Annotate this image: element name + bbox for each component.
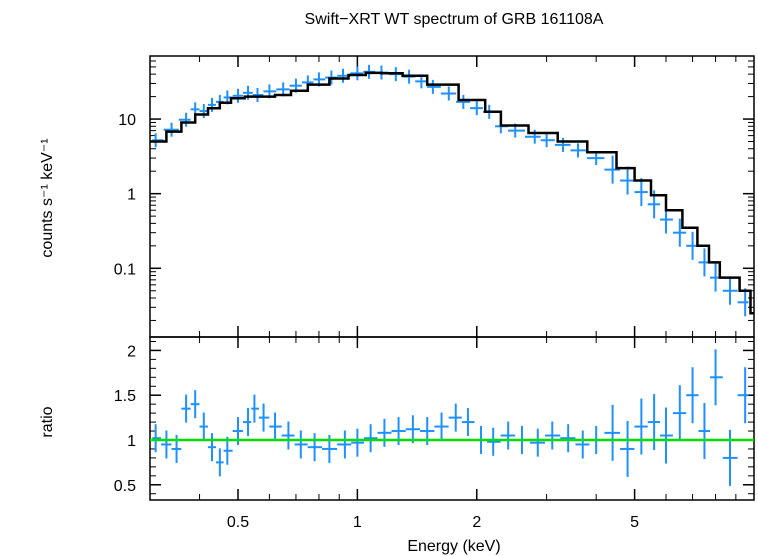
data-point: [281, 421, 295, 450]
data-point: [660, 407, 673, 464]
data-point: [207, 97, 216, 112]
data-point: [620, 420, 635, 477]
data-point: [223, 436, 233, 465]
spectrum-data: [152, 64, 749, 317]
data-point: [161, 430, 172, 459]
data-point: [737, 288, 749, 317]
data-point: [529, 428, 546, 457]
y-tick-label: 10: [118, 112, 136, 129]
x-axis-label: Energy (keV): [407, 538, 500, 555]
ratio-axis-ticks: [149, 337, 755, 500]
model-line: [150, 71, 754, 315]
data-point: [243, 408, 252, 437]
data-point: [199, 412, 208, 441]
data-point: [604, 404, 621, 461]
y-tick-label: 0.5: [114, 478, 136, 495]
data-point: [269, 412, 282, 441]
x-tick-label: 1: [353, 514, 362, 531]
ratio-panel: 0.5 1 1.5 2: [114, 336, 755, 501]
data-point: [698, 403, 711, 460]
data-point: [487, 427, 501, 456]
ratio-y-tick-labels: 0.5 1 1.5 2: [114, 343, 136, 494]
data-point: [686, 367, 699, 424]
data-point: [307, 433, 322, 462]
y-axis-label-spectrum: counts s⁻¹ keV⁻¹: [39, 138, 56, 257]
data-point: [427, 79, 441, 94]
data-point: [152, 424, 162, 453]
data-point: [448, 403, 462, 432]
x-tick-label: 2: [472, 514, 481, 531]
data-point: [181, 394, 191, 423]
data-point: [251, 394, 259, 423]
model-step-path: [150, 71, 754, 315]
data-point: [351, 428, 365, 457]
data-point: [560, 424, 576, 453]
data-point: [152, 133, 164, 148]
data-point: [634, 398, 648, 455]
data-point: [207, 433, 216, 462]
y-axis-label-ratio: ratio: [39, 406, 56, 437]
data-point: [604, 155, 621, 184]
data-point: [647, 394, 661, 451]
data-point: [405, 415, 421, 444]
y-tick-label: 2: [127, 343, 136, 360]
data-point: [190, 390, 200, 419]
data-point: [350, 66, 364, 81]
spectrum-panel: 10 1 0.1: [114, 55, 755, 338]
y-tick-label: 0.1: [114, 261, 136, 278]
data-point: [258, 403, 270, 432]
data-point: [337, 430, 352, 459]
x-tick-label: 0.5: [227, 514, 249, 531]
data-point: [215, 448, 224, 477]
y-tick-label: 1.5: [114, 388, 136, 405]
data-point: [540, 133, 555, 148]
data-point: [377, 418, 392, 447]
data-point: [461, 408, 475, 437]
ratio-panel-frame: [149, 336, 755, 501]
data-point: [570, 143, 588, 158]
data-point: [545, 421, 561, 450]
data-point: [199, 104, 208, 119]
data-point: [470, 101, 484, 116]
chart-title: Swift−XRT WT spectrum of GRB 161108A: [305, 11, 604, 28]
data-point: [456, 94, 471, 109]
data-point: [710, 349, 723, 406]
data-point: [500, 421, 516, 450]
data-point: [722, 429, 738, 486]
data-point: [163, 122, 179, 137]
x-tick-labels: 0.5 1 2 5: [227, 514, 639, 531]
data-point: [672, 385, 687, 442]
data-point: [440, 86, 457, 101]
data-point: [672, 218, 687, 247]
data-point: [737, 367, 749, 424]
data-point: [178, 112, 191, 127]
data-point: [232, 88, 244, 103]
data-point: [364, 424, 378, 453]
spectrum-y-tick-labels: 10 1 0.1: [114, 112, 136, 278]
data-point: [252, 88, 264, 103]
y-tick-label: 1: [127, 433, 136, 450]
data-point: [722, 276, 738, 305]
data-point: [434, 412, 449, 441]
data-point: [575, 430, 590, 459]
y-tick-label: 1: [127, 187, 136, 204]
x-tick-label: 5: [630, 514, 639, 531]
data-point: [634, 178, 648, 207]
data-point: [294, 430, 308, 459]
data-point: [620, 166, 635, 195]
ratio-data: [152, 349, 749, 486]
